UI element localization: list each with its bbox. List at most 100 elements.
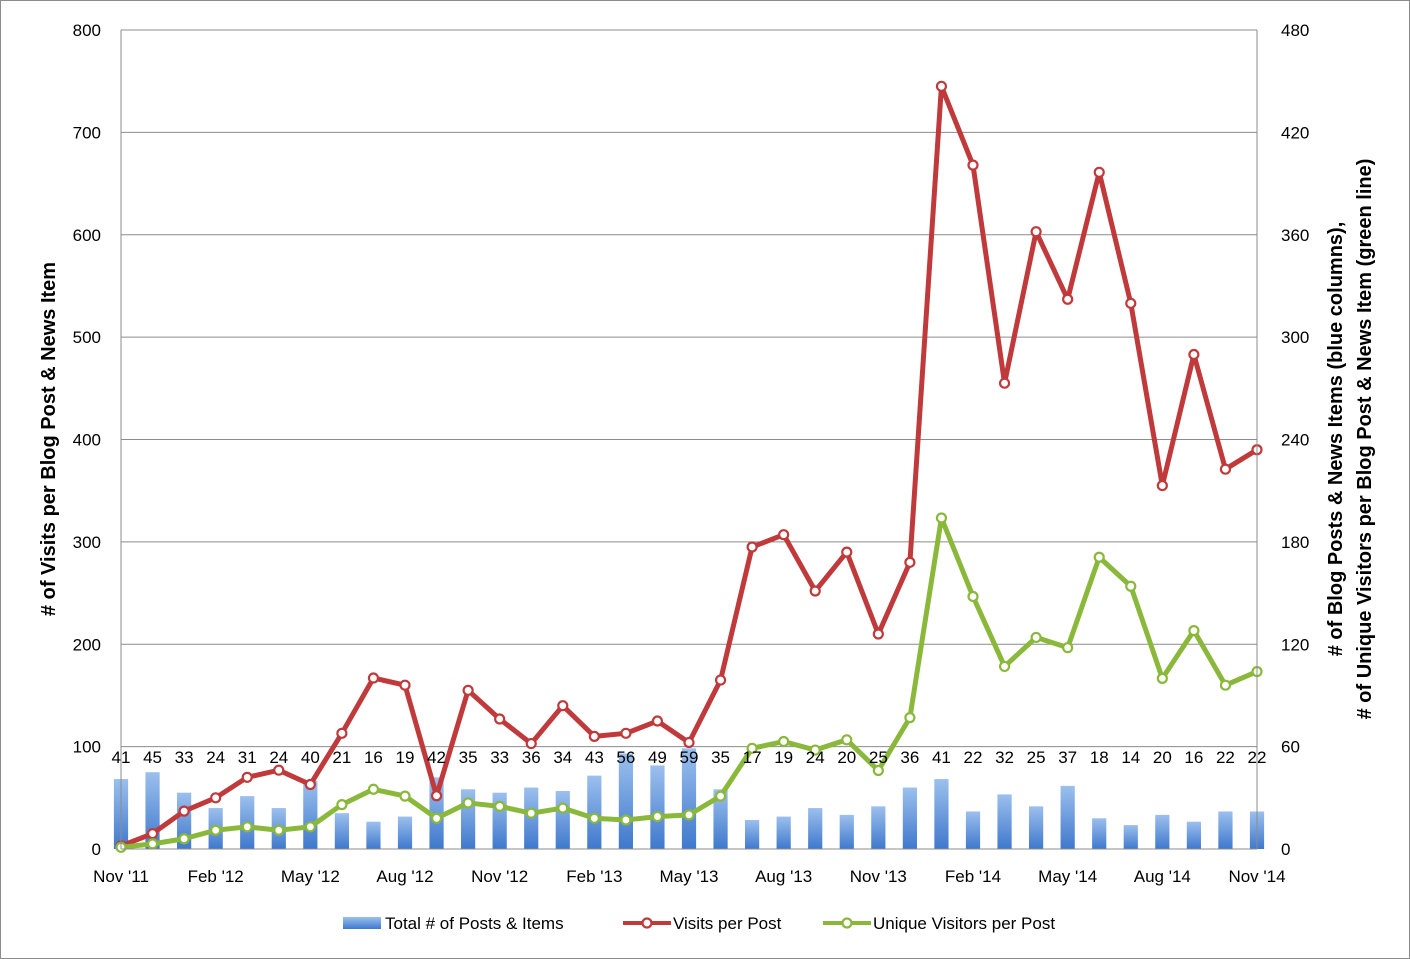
unique-visitors-per-post-point <box>557 802 569 814</box>
unique-visitors-per-post-point <box>714 790 727 802</box>
bar <box>997 794 1012 849</box>
unique-visitors-per-post-point <box>809 744 821 756</box>
bar-data-label: 19 <box>396 748 415 767</box>
bar-data-label: 45 <box>143 748 162 767</box>
legend-label: Unique Visitors per Post <box>873 914 1055 933</box>
bar-data-label: 43 <box>585 748 604 767</box>
visits-per-post-point <box>210 792 222 804</box>
bar <box>334 813 349 849</box>
axes: 0 100 200 300 400 500 600 700 800 0 60 120 180 240 300… <box>73 21 1310 886</box>
y-right-tick-label: 240 <box>1281 431 1309 450</box>
visits-per-post-point <box>872 628 884 640</box>
bar <box>650 765 665 849</box>
x-tick-label: Nov '14 <box>1228 867 1285 886</box>
y-left-tick-label: 600 <box>73 226 101 245</box>
bar-data-label: 24 <box>206 748 225 767</box>
y-left-tick-label: 0 <box>92 840 101 859</box>
bar <box>965 811 981 849</box>
unique-visitors-per-post-point <box>399 790 411 802</box>
y-axis-right-title-line1: # of Blog Posts & News Items (blue colum… <box>1325 222 1347 657</box>
bar <box>555 790 570 849</box>
bar-data-label: 25 <box>869 748 888 767</box>
bar-data-label: 14 <box>1121 748 1140 767</box>
visits-per-post-point <box>557 700 569 712</box>
y-left-tick-label: 300 <box>73 533 101 552</box>
visits-per-post-point <box>841 546 853 558</box>
bar-data-label: 24 <box>269 748 288 767</box>
unique-visitors-per-post-point <box>1062 642 1074 654</box>
bar-data-label: 16 <box>1184 748 1203 767</box>
y-right-tick-label: 420 <box>1281 123 1309 142</box>
bar-data-label: 35 <box>459 748 478 767</box>
legend-label: Total # of Posts & Items <box>385 914 564 933</box>
unique-visitors-per-post-point <box>967 590 979 603</box>
bar <box>776 816 791 849</box>
x-tick-label: Feb '12 <box>188 867 244 886</box>
unique-visitors-per-post-point <box>998 660 1011 673</box>
x-tick-label: Aug '14 <box>1134 867 1191 886</box>
y-left-tick-label: 500 <box>73 328 101 347</box>
unique-visitors-per-post-point <box>1125 580 1137 592</box>
x-tick-label: Aug '13 <box>755 867 812 886</box>
unique-visitors-per-post-point <box>935 512 948 524</box>
visits-per-post-point <box>241 771 253 783</box>
unique-visitors-per-post-point <box>1156 672 1168 684</box>
line-series <box>115 80 1263 853</box>
bar <box>902 787 917 849</box>
bar-data-label: 33 <box>490 748 509 767</box>
visits-per-post-point <box>304 778 316 791</box>
bar <box>808 808 823 849</box>
bar-data-label: 56 <box>616 748 635 767</box>
y-right-tick-label: 60 <box>1281 738 1300 757</box>
bar <box>839 814 854 849</box>
unique-visitors-per-post-point <box>178 833 190 845</box>
y-left-tick-label: 800 <box>73 21 101 40</box>
visits-per-post-point <box>588 730 600 742</box>
x-tick-label: May '13 <box>660 867 719 886</box>
bar-data-label: 20 <box>1153 748 1172 767</box>
visits-per-post-point <box>1093 166 1105 178</box>
y-right-tick-label: 180 <box>1281 533 1309 552</box>
x-tick-label: Nov '11 <box>93 867 149 886</box>
visits-per-post-point <box>525 737 537 750</box>
legend-swatch-bar <box>343 917 381 929</box>
unique-visitors-per-post-point <box>494 800 506 812</box>
bar-data-label: 17 <box>743 748 762 767</box>
unique-visitors-per-post-point <box>904 712 916 724</box>
bar <box>713 789 728 849</box>
unique-visitors-per-post-point <box>525 807 537 819</box>
y-right-tick-label: 120 <box>1281 635 1309 654</box>
data-labels: 41 45 33 24 31 24 40 21 16 19 42 35 33 36 34 43 56 49 59 35… <box>112 748 1267 767</box>
visits-per-post-point <box>178 805 190 817</box>
x-tick-label: May '12 <box>281 867 340 886</box>
bar-data-label: 16 <box>364 748 383 767</box>
bar-data-label: 41 <box>932 748 951 767</box>
visits-per-post-point <box>620 727 632 739</box>
visits-per-post-point <box>683 736 695 749</box>
bar <box>618 753 633 849</box>
bar-data-label: 49 <box>648 748 667 767</box>
x-tick-label: Nov '12 <box>471 867 528 886</box>
bar-data-label: 35 <box>711 748 730 767</box>
bar-data-label: 21 <box>332 748 351 767</box>
unique-visitors-per-post-point <box>273 824 285 836</box>
bar <box>303 780 318 849</box>
visits-per-post-point <box>146 828 159 840</box>
unique-visitors-per-post-point <box>1219 679 1232 691</box>
bar-data-label: 59 <box>680 748 699 767</box>
bar-data-label: 42 <box>427 748 446 767</box>
legend: Total # of Posts & Items Visits per Post U… <box>343 914 1055 933</box>
y-left-tick-label: 200 <box>73 635 101 654</box>
legend-label: Visits per Post <box>673 914 782 933</box>
y-right-tick-label: 300 <box>1281 328 1309 347</box>
visits-per-post-point <box>935 80 948 92</box>
x-tick-label: Feb '14 <box>945 867 1001 886</box>
y-left-tick-label: 700 <box>73 123 101 142</box>
unique-visitors-per-post-point <box>210 824 222 836</box>
bar <box>681 748 697 849</box>
visits-per-post-point <box>1062 293 1074 305</box>
visits-per-post-line <box>120 83 1259 849</box>
bar-data-label: 22 <box>1216 748 1235 767</box>
visits-per-post-point <box>367 672 380 684</box>
